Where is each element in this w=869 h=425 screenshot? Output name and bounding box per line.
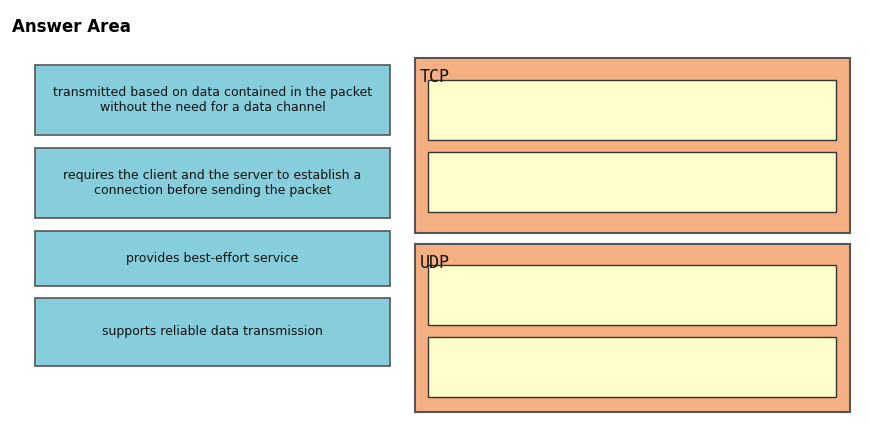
FancyBboxPatch shape: [35, 148, 389, 218]
Text: TCP: TCP: [420, 68, 449, 86]
FancyBboxPatch shape: [428, 337, 835, 397]
FancyBboxPatch shape: [35, 298, 389, 366]
Text: supports reliable data transmission: supports reliable data transmission: [102, 326, 322, 338]
Text: transmitted based on data contained in the packet
without the need for a data ch: transmitted based on data contained in t…: [53, 86, 372, 114]
Text: provides best-effort service: provides best-effort service: [126, 252, 298, 265]
FancyBboxPatch shape: [415, 58, 849, 233]
Text: Answer Area: Answer Area: [12, 18, 130, 36]
FancyBboxPatch shape: [35, 65, 389, 135]
FancyBboxPatch shape: [428, 265, 835, 325]
FancyBboxPatch shape: [428, 152, 835, 212]
FancyBboxPatch shape: [415, 244, 849, 412]
Text: UDP: UDP: [420, 254, 449, 272]
FancyBboxPatch shape: [35, 231, 389, 286]
Text: requires the client and the server to establish a
connection before sending the : requires the client and the server to es…: [63, 169, 362, 197]
FancyBboxPatch shape: [428, 80, 835, 140]
